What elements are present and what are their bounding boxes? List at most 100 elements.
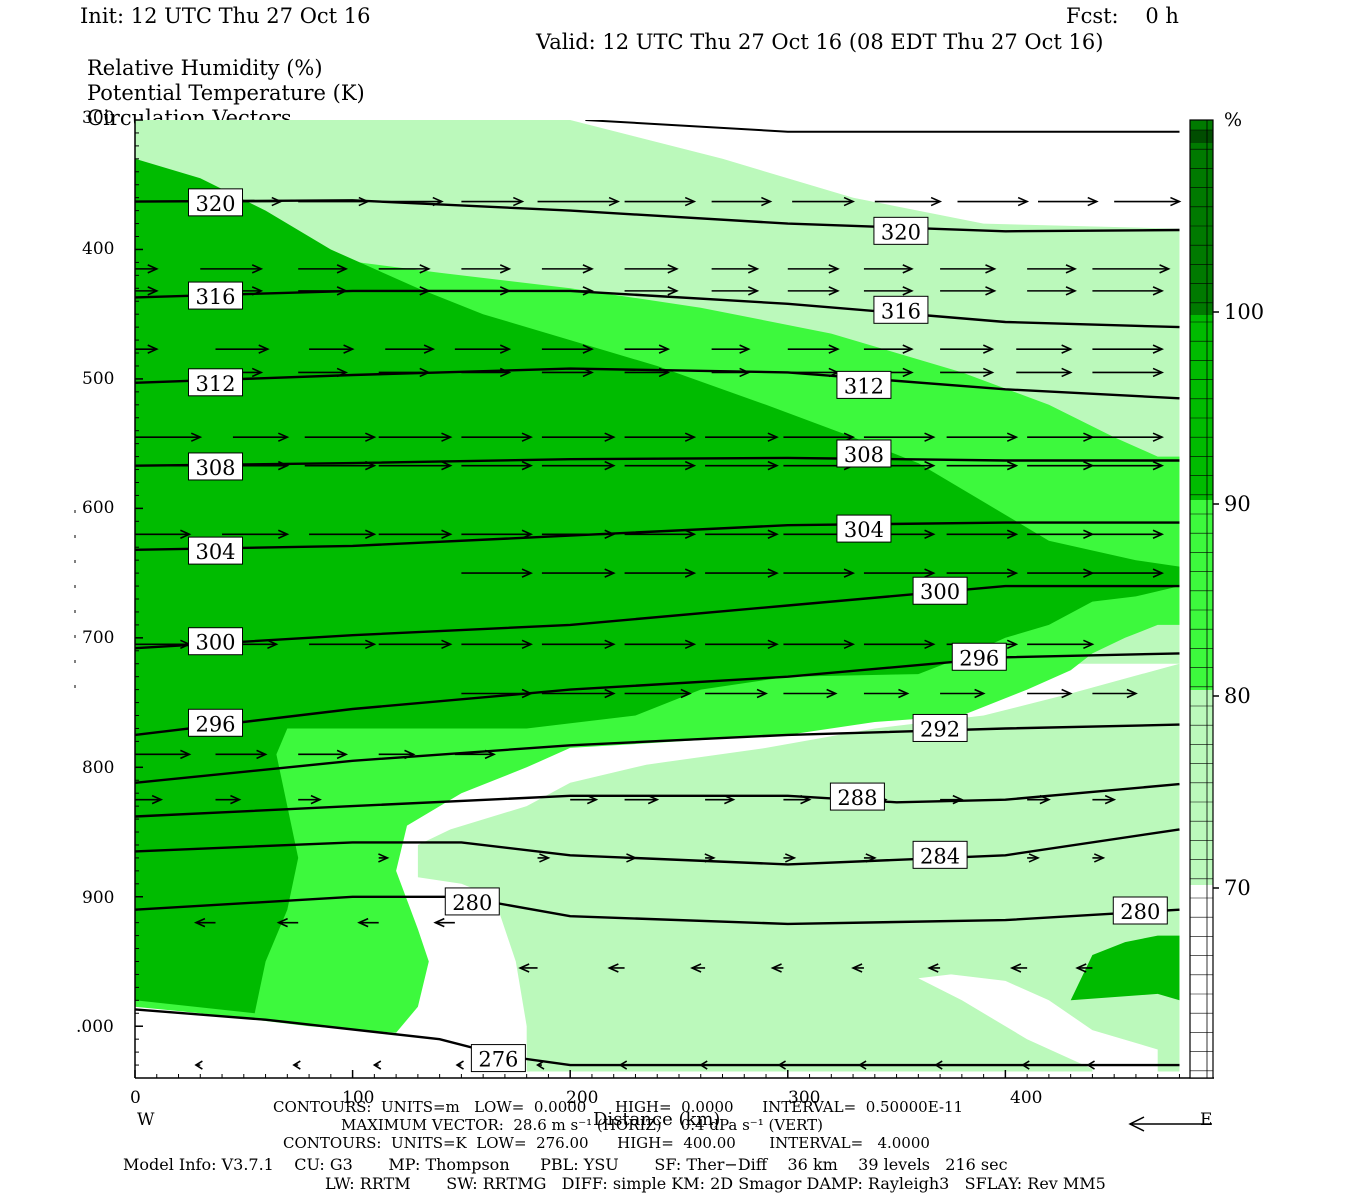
field-theta: Potential Temperature (K) <box>87 81 365 105</box>
vector-3-11 <box>1016 344 1073 354</box>
contour-label-312-1: 312 <box>836 370 892 399</box>
vector-3-7 <box>711 344 751 354</box>
theta-contour-304 <box>135 521 1180 551</box>
vector-16-8 <box>858 1060 867 1070</box>
contour-label-296-1: 296 <box>951 642 1007 671</box>
vector-13-3 <box>704 853 716 863</box>
contour-label-316-0: 316 <box>188 281 244 310</box>
vector-16-4 <box>536 1060 545 1070</box>
vector-10-7 <box>1027 688 1073 699</box>
vector-5-6 <box>624 432 697 442</box>
vector-12-4 <box>624 794 660 805</box>
vector-12-8 <box>940 794 964 805</box>
svg-text:276: 276 <box>478 1048 518 1072</box>
vector-2-2 <box>298 286 349 296</box>
vector-10-0 <box>461 688 533 699</box>
vector-13-5 <box>863 853 877 863</box>
vector-8-6 <box>946 568 1019 578</box>
vector-2-9 <box>863 286 914 296</box>
contour-label-304-1: 304 <box>836 514 892 543</box>
vector-0-10 <box>957 196 1030 207</box>
contour-label-308-1: 308 <box>836 439 892 468</box>
vector-8-1 <box>541 568 616 578</box>
rh-region-rh90-3 <box>1070 935 1180 1001</box>
colorbar-tick-70: 70 <box>1224 876 1251 900</box>
vector-1-1 <box>200 264 264 274</box>
vector-2-10 <box>940 286 997 296</box>
vector-6-10 <box>946 460 1019 471</box>
vector-11-0 <box>135 749 192 760</box>
vector-1-11 <box>1027 264 1077 274</box>
vector-2-0 <box>135 286 159 296</box>
theta-contour-276 <box>135 1008 1180 1067</box>
vector-10-2 <box>624 688 692 699</box>
theta-contour-top <box>585 120 1180 133</box>
colorbar-tick-80: 80 <box>1224 684 1251 708</box>
vector-12-10 <box>1092 794 1117 805</box>
vector-10-4 <box>783 688 838 699</box>
colorbar-segment-4 <box>1190 885 1213 1078</box>
vector-16-6 <box>699 1060 708 1070</box>
vector-5-2 <box>304 432 377 442</box>
vector-5-7 <box>705 432 779 442</box>
svg-text:304: 304 <box>844 518 884 542</box>
vector-1-0 <box>135 264 159 274</box>
vector-8-8 <box>1092 568 1165 578</box>
y-tick-300: 300 <box>82 108 115 128</box>
svg-text:280: 280 <box>1120 900 1160 924</box>
vector-10-1 <box>541 688 616 699</box>
vector-0-2 <box>298 196 370 207</box>
svg-text:308: 308 <box>195 456 235 480</box>
vector-10-5 <box>863 688 910 699</box>
vector-7-4 <box>461 529 533 540</box>
vector-8-3 <box>705 568 779 578</box>
vector-1-6 <box>624 264 679 274</box>
y-tick-700: 700 <box>82 628 115 648</box>
vector-0-9 <box>874 196 943 207</box>
vector-6-12 <box>1092 460 1165 471</box>
vector-1-7 <box>711 264 760 274</box>
vector-1-10 <box>940 264 997 274</box>
vector-7-6 <box>624 529 697 540</box>
vector-13-7 <box>1027 853 1040 863</box>
vector-15-7 <box>1075 963 1093 973</box>
colorbar-segment-2 <box>1190 500 1213 690</box>
vector-4-2 <box>378 367 431 378</box>
vector-12-2 <box>298 794 322 805</box>
vector-7-2 <box>309 529 377 540</box>
vector-1-8 <box>787 264 840 274</box>
contour-label-276-0: 276 <box>470 1044 526 1073</box>
vector-13-0 <box>378 853 390 863</box>
colorbar-tick-100: 100 <box>1224 300 1265 324</box>
y-tick-600: 600 <box>82 498 115 518</box>
svg-text:308: 308 <box>844 443 884 467</box>
circulation-vectors <box>135 196 1182 1070</box>
vector-9-8 <box>783 639 856 650</box>
vector-8-2 <box>624 568 697 578</box>
vector-3-1 <box>215 344 270 354</box>
vector-4-9 <box>940 367 995 378</box>
vector-5-3 <box>378 432 453 442</box>
vector-4-6 <box>711 367 751 378</box>
colorbar-tick-90: 90 <box>1224 492 1251 516</box>
svg-text:316: 316 <box>195 285 235 309</box>
vector-9-11 <box>1027 639 1095 650</box>
contour-label-316-1: 316 <box>873 295 929 324</box>
vector-9-4 <box>461 639 533 650</box>
vector-15-0 <box>518 963 538 973</box>
vector-5-12 <box>1092 432 1165 442</box>
vector-15-6 <box>1009 963 1028 973</box>
vector-10-6 <box>940 688 986 699</box>
vector-0-11 <box>1038 196 1099 207</box>
svg-text:312: 312 <box>195 372 235 396</box>
vector-1-4 <box>461 264 512 274</box>
svg-text:296: 296 <box>195 712 235 736</box>
vector-11-2 <box>298 749 349 760</box>
vector-10-8 <box>1092 688 1138 699</box>
vector-2-11 <box>1027 286 1077 296</box>
vector-2-12 <box>1092 286 1165 296</box>
x-tick-100: 100 <box>342 1088 375 1108</box>
svg-text:292: 292 <box>920 717 960 741</box>
contour-labels: 320 320 316 316 312 312 308 308 304 304 300 300 296 2… <box>188 188 1168 1073</box>
theta-contour-320 <box>135 199 1180 233</box>
